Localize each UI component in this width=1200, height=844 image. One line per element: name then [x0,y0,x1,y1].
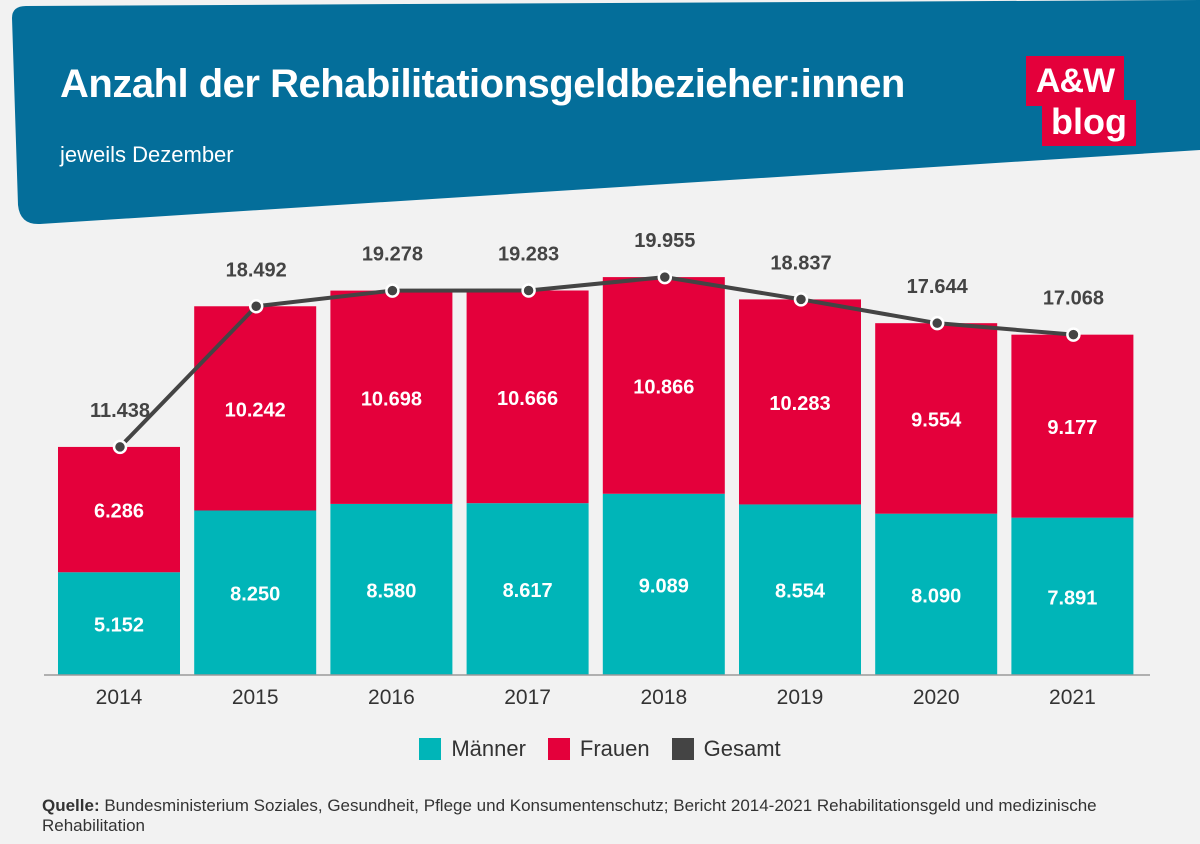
aw-blog-logo[interactable]: A&W blog [1026,56,1136,146]
value-label-maenner-2018: 9.089 [639,575,689,597]
value-label-frauen-2019: 10.283 [769,393,830,415]
value-label-gesamt-2014: 11.438 [90,400,150,422]
legend-swatch-frauen [547,738,570,760]
point-gesamt-2016 [385,283,400,298]
bar-maenner-2018 [602,493,725,675]
point-gesamt-2017 [521,283,536,298]
source-note: Quelle: Bundesministerium Soziales, Gesu… [42,796,1200,836]
legend-swatch-maenner [419,738,442,760]
line-gesamt [118,275,1074,449]
point-gesamt-2014 [112,439,128,455]
bar-frauen-2019 [739,299,861,505]
legend-label-frauen: Frauen [579,736,650,761]
bar-frauen-2020 [875,323,998,514]
bar-maenner-2017 [466,503,589,675]
x-tick-label-2017: 2017 [504,686,551,709]
source-text: Bundesministerium Soziales, Gesundheit, … [42,796,1097,835]
bar-maenner-2015 [194,510,317,675]
x-tick-label-2021: 2021 [1049,686,1096,709]
bar-maenner-2016 [330,503,453,675]
x-tick-label-2014: 2014 [96,686,143,709]
x-tick-label-2016: 2016 [368,686,415,709]
bar-frauen-2014 [58,446,180,573]
page-title: Anzahl der Rehabilitationsgeldbezieher:i… [60,62,905,106]
value-label-gesamt-2017: 19.283 [498,243,559,265]
point-gesamt-2021 [1066,327,1081,342]
bar-frauen-2018 [602,277,725,494]
value-label-maenner-2020: 8.090 [911,585,961,607]
legend-item-frauen: Frauen [547,736,650,762]
page-subtitle: jeweils Dezember [60,142,234,167]
logo-top-text: A&W [1026,56,1124,106]
bar-maenner-2014 [58,572,180,675]
bar-maenner-2019 [739,504,861,675]
chart-legend: Männer Frauen Gesamt [0,736,1200,762]
value-label-gesamt-2021: 17.068 [1043,288,1104,310]
point-gesamt-2018 [657,269,673,285]
bar-frauen-2016 [330,290,453,504]
value-label-frauen-2021: 9.177 [1047,417,1097,439]
point-gesamt-2019 [793,292,809,307]
value-label-gesamt-2020: 17.644 [907,276,969,298]
value-label-gesamt-2018: 19.955 [634,230,695,252]
stacked-bar-chart: 5.152 6.286 2014 11.438 8.250 10.242 2015 18.49… [44,230,1150,709]
value-label-frauen-2014: 6.286 [94,501,144,523]
x-tick-label-2019: 2019 [777,686,824,709]
legend-item-maenner: Männer [419,736,526,762]
header-band [12,0,1200,225]
legend-item-gesamt: Gesamt [671,736,781,762]
value-label-frauen-2020: 9.554 [911,409,962,431]
x-tick-label-2020: 2020 [913,686,960,709]
value-label-frauen-2017: 10.666 [497,388,558,410]
bar-frauen-2015 [194,306,317,511]
bar-maenner-2020 [875,513,998,675]
x-tick-label-2018: 2018 [640,686,687,709]
value-label-gesamt-2015: 18.492 [226,259,287,281]
value-label-frauen-2016: 10.698 [361,388,422,410]
legend-swatch-gesamt [671,738,694,760]
value-label-frauen-2018: 10.866 [633,376,694,398]
value-label-frauen-2015: 10.242 [225,399,286,421]
value-label-maenner-2014: 5.152 [94,615,144,637]
logo-bottom-text: blog [1042,100,1136,146]
value-label-maenner-2019: 8.554 [775,581,826,603]
source-label: Quelle: [42,796,100,815]
value-label-maenner-2017: 8.617 [503,580,553,602]
value-label-maenner-2016: 8.580 [366,580,416,602]
value-label-maenner-2015: 8.250 [230,584,280,606]
x-tick-label-2015: 2015 [232,686,279,709]
legend-label-maenner: Männer [451,736,526,761]
bar-frauen-2021 [1011,334,1134,518]
bar-maenner-2021 [1011,517,1134,675]
value-label-maenner-2021: 7.891 [1047,587,1097,609]
bar-frauen-2017 [466,290,589,504]
legend-label-gesamt: Gesamt [703,736,781,761]
point-gesamt-2020 [929,315,945,331]
point-gesamt-2015 [248,299,264,314]
value-label-gesamt-2019: 18.837 [770,252,831,274]
value-label-gesamt-2016: 19.278 [362,244,423,266]
